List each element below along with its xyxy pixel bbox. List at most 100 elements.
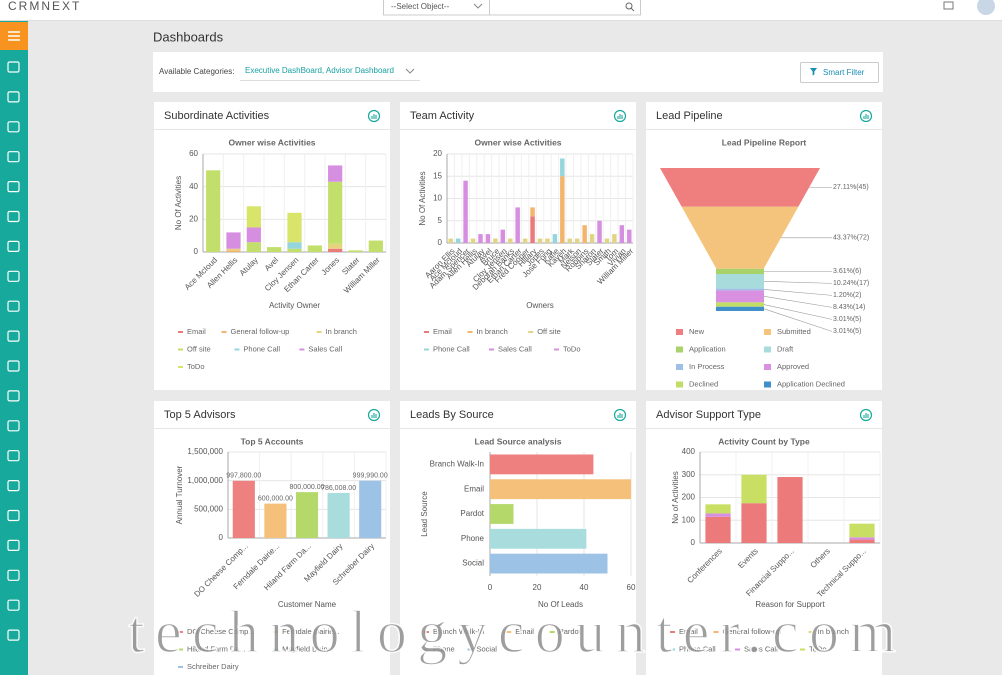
user-avatar[interactable]: [977, 0, 995, 15]
chart-title: Owner wise Activities: [474, 137, 561, 147]
legend-label[interactable]: Off site: [187, 344, 211, 353]
smart-filter-button[interactable]: [800, 62, 879, 83]
legend-label[interactable]: Hiland Farm Da...: [187, 644, 246, 653]
chart-icon[interactable]: [367, 408, 381, 422]
x-axis-title: Customer Name: [278, 600, 337, 609]
leader-line: [763, 308, 833, 332]
message-icon[interactable]: [943, 1, 954, 10]
legend-label[interactable]: Ferndale Dairie...: [282, 627, 340, 636]
legend-label[interactable]: Draft: [777, 344, 794, 353]
bar-segment: [493, 238, 498, 243]
nav-icon[interactable]: [7, 599, 20, 611]
panel-title: Top 5 Advisors: [164, 409, 236, 421]
legend-label[interactable]: General follow-up: [231, 327, 290, 336]
legend-label[interactable]: ToDo: [563, 344, 581, 353]
chart-icon[interactable]: [859, 109, 873, 123]
search-icon[interactable]: [625, 2, 633, 10]
nav-icon[interactable]: [7, 480, 20, 492]
nav-icon[interactable]: [7, 450, 20, 462]
legend-label[interactable]: Phone: [433, 644, 455, 653]
legend-label[interactable]: Schreiber Dairy: [187, 662, 239, 671]
nav-icon[interactable]: [7, 390, 20, 402]
legend-label[interactable]: Sales Call: [744, 644, 778, 653]
nav-icon[interactable]: [7, 240, 20, 252]
chart-icon[interactable]: [613, 109, 627, 123]
nav-icon[interactable]: [7, 420, 20, 432]
bar-segment: [552, 234, 558, 243]
bar-segment: [226, 250, 241, 252]
search-box[interactable]: [489, 0, 641, 16]
bar-segment: [741, 503, 767, 543]
chart-icon[interactable]: [613, 408, 627, 422]
legend-label[interactable]: ToDo: [187, 362, 205, 371]
bar-segment: [328, 248, 343, 252]
legend-label[interactable]: Email: [679, 627, 698, 636]
y-tick-label: 10: [433, 194, 442, 203]
chart-icon[interactable]: [859, 408, 873, 422]
legend-label[interactable]: In branch: [326, 327, 357, 336]
legend-label[interactable]: Phone Call: [679, 644, 716, 653]
legend-label[interactable]: In branch: [477, 327, 508, 336]
bar-segment: [448, 238, 453, 243]
bar-segment: [267, 247, 282, 252]
filter-chevron[interactable]: [405, 68, 415, 74]
chart-icon[interactable]: [367, 109, 381, 123]
legend-label[interactable]: Sales Call: [498, 344, 532, 353]
legend-label[interactable]: Branch Walk-In: [433, 627, 484, 636]
nav-icon[interactable]: [7, 270, 20, 282]
legend-label[interactable]: New: [689, 327, 705, 336]
y-tick-label: 1,500,000: [187, 447, 223, 456]
legend-label[interactable]: General follow-up: [723, 627, 782, 636]
legend-label[interactable]: Social: [477, 644, 498, 653]
legend-label[interactable]: Email: [187, 327, 206, 336]
legend-label[interactable]: ToDo: [809, 644, 827, 653]
legend-label[interactable]: Phone Call: [243, 344, 280, 353]
select-chevron[interactable]: [473, 3, 483, 9]
funnel-segment: [716, 268, 764, 274]
nav-icon[interactable]: [7, 629, 20, 641]
nav-icon[interactable]: [7, 181, 20, 193]
legend-label[interactable]: Application Declined: [777, 379, 845, 388]
legend-label[interactable]: In branch: [818, 627, 849, 636]
legend-label[interactable]: Submitted: [777, 327, 811, 336]
nav-icon[interactable]: [7, 121, 20, 133]
nav-icon[interactable]: [7, 300, 20, 312]
bar: [490, 528, 587, 549]
nav-icon[interactable]: [7, 509, 20, 522]
legend-label[interactable]: Off site: [537, 327, 561, 336]
nav-icon[interactable]: [7, 330, 20, 342]
value-label: 10.24%(17): [833, 280, 869, 287]
legend-swatch: [735, 648, 740, 651]
legend-swatch: [178, 348, 183, 351]
legend-swatch: [299, 348, 305, 351]
nav-icon[interactable]: [7, 91, 20, 103]
bar-segment: [560, 158, 565, 177]
legend-label[interactable]: Declined: [689, 379, 718, 388]
legend-label[interactable]: Mayfield Dairy: [282, 644, 330, 653]
funnel-segment: [681, 206, 799, 269]
legend-label[interactable]: Email: [515, 627, 534, 636]
chart-icon-bars: [371, 413, 377, 418]
nav-icon[interactable]: [7, 61, 20, 73]
nav-icon[interactable]: [7, 360, 20, 372]
legend-label[interactable]: Email: [433, 327, 452, 336]
legend-label[interactable]: Application: [689, 344, 726, 353]
bar: [490, 479, 631, 500]
legend-label[interactable]: DO Cheese Comp...: [187, 627, 255, 636]
nav-icon[interactable]: [7, 539, 20, 552]
nav-icon[interactable]: [7, 569, 20, 581]
legend-label[interactable]: Sales Call: [308, 344, 342, 353]
legend-label[interactable]: Phone Call: [433, 344, 470, 353]
nav-icon[interactable]: [7, 210, 20, 223]
select-placeholder[interactable]: --Select Object--: [391, 2, 450, 11]
logo[interactable]: CRMNEXT: [8, 0, 81, 13]
legend-swatch: [424, 331, 429, 333]
filter-value[interactable]: Executive DashBoard, Advisor Dashboard: [245, 66, 394, 75]
legend-label[interactable]: In Process: [689, 362, 725, 371]
bar: [232, 480, 255, 538]
y-axis-title: Lead Source: [420, 491, 429, 537]
nav-icon[interactable]: [7, 151, 20, 163]
smart-filter-text[interactable]: Smart Filter: [823, 68, 865, 77]
legend-label[interactable]: Approved: [777, 362, 809, 371]
legend-label[interactable]: Pardot: [559, 627, 582, 636]
